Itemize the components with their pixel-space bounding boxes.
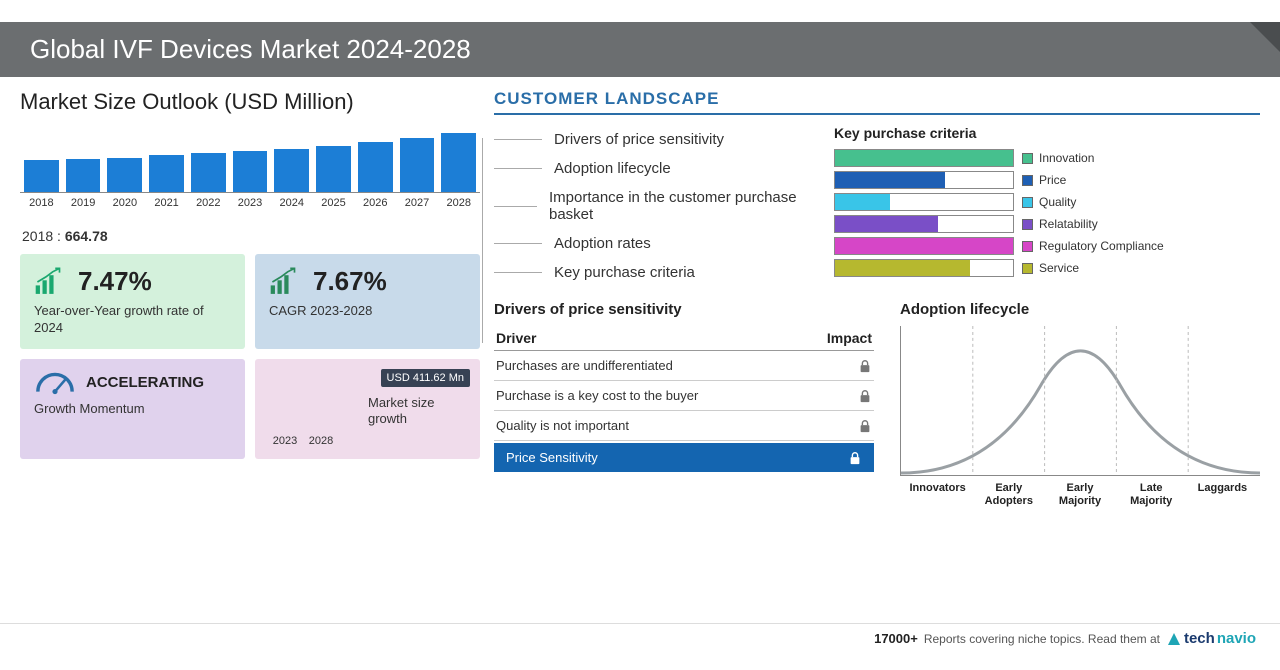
page-title: Global IVF Devices Market 2024-2028 bbox=[30, 34, 471, 64]
driver-row: Quality is not important bbox=[494, 411, 874, 441]
year-label: 2027 bbox=[400, 197, 435, 209]
criteria-item: Drivers of price sensitivity bbox=[494, 125, 814, 154]
growth-label: Market size growth bbox=[368, 395, 468, 428]
outlook-bar bbox=[191, 153, 226, 192]
card-market-growth: USD 411.62 Mn Market size growth 2023 202… bbox=[255, 359, 480, 459]
driver-row: Purchases are undifferentiated bbox=[494, 351, 874, 381]
growth-badge: USD 411.62 Mn bbox=[381, 369, 470, 387]
market-size-barchart: 2018 2019 2020 2021 2022 2023 2024 2025 2026 2027… bbox=[20, 123, 480, 218]
technavio-logo: technavio bbox=[1166, 630, 1256, 647]
momentum-title: ACCELERATING bbox=[86, 374, 204, 391]
adoption-stage-label: LateMajority bbox=[1116, 482, 1187, 508]
drivers-title: Drivers of price sensitivity bbox=[494, 301, 874, 318]
outlook-bar bbox=[441, 133, 476, 192]
adoption-stage-label: Innovators bbox=[902, 482, 973, 508]
year-label: 2028 bbox=[441, 197, 476, 209]
report-count: 17000+ bbox=[874, 631, 918, 646]
drivers-table-head: Driver Impact bbox=[494, 326, 874, 351]
growth-icon bbox=[269, 267, 303, 297]
adoption-title: Adoption lifecycle bbox=[900, 301, 1260, 318]
criteria-item: Adoption rates bbox=[494, 229, 814, 258]
year-label: 2024 bbox=[274, 197, 309, 209]
outlook-bar bbox=[233, 151, 268, 192]
criteria-item: Key purchase criteria bbox=[494, 258, 814, 287]
driver-row: Purchase is a key cost to the buyer bbox=[494, 381, 874, 411]
card-yoy-growth: 7.47% Year-over-Year growth rate of 2024 bbox=[20, 254, 245, 349]
kpc-row: Regulatory Compliance bbox=[834, 237, 1260, 255]
cagr-label: CAGR 2023-2028 bbox=[269, 303, 466, 320]
year-label: 2026 bbox=[358, 197, 393, 209]
outlook-bar bbox=[358, 142, 393, 192]
footer: 17000+ Reports covering niche topics. Re… bbox=[0, 623, 1280, 653]
outlook-bar bbox=[149, 155, 184, 192]
outlook-bar bbox=[107, 158, 142, 193]
criteria-list: Drivers of price sensitivityAdoption lif… bbox=[494, 125, 814, 287]
yoy-value: 7.47% bbox=[78, 266, 152, 297]
footer-text: Reports covering niche topics. Read them… bbox=[924, 632, 1160, 646]
criteria-item: Importance in the customer purchase bask… bbox=[494, 183, 814, 229]
growth-bar: 2028 bbox=[309, 367, 333, 447]
adoption-curve bbox=[900, 326, 1260, 476]
lock-icon bbox=[858, 419, 872, 433]
year-label: 2018 bbox=[24, 197, 59, 209]
adoption-stage-label: EarlyMajority bbox=[1044, 482, 1115, 508]
outlook-title: Market Size Outlook (USD Million) bbox=[20, 89, 480, 115]
year-label: 2020 bbox=[107, 197, 142, 209]
lock-icon bbox=[858, 359, 872, 373]
kpc-row: Quality bbox=[834, 193, 1260, 211]
momentum-label: Growth Momentum bbox=[34, 401, 231, 418]
outlook-bar bbox=[274, 149, 309, 192]
adoption-stage-label: Laggards bbox=[1187, 482, 1258, 508]
corner-fold bbox=[1250, 22, 1280, 52]
customer-landscape-title: CUSTOMER LANDSCAPE bbox=[494, 89, 1260, 115]
growth-icon bbox=[34, 267, 68, 297]
outlook-bar bbox=[24, 160, 59, 192]
year-label: 2023 bbox=[233, 197, 268, 209]
lock-icon bbox=[858, 389, 872, 403]
price-sensitivity-bar: Price Sensitivity bbox=[494, 443, 874, 472]
card-cagr: 7.67% CAGR 2023-2028 bbox=[255, 254, 480, 349]
lock-icon bbox=[848, 451, 862, 465]
base-year-value: 2018 : 664.78 bbox=[22, 228, 480, 244]
cagr-value: 7.67% bbox=[313, 266, 387, 297]
outlook-bar bbox=[400, 138, 435, 192]
yoy-label: Year-over-Year growth rate of 2024 bbox=[34, 303, 231, 337]
adoption-stage-label: EarlyAdopters bbox=[973, 482, 1044, 508]
logo-icon bbox=[1166, 631, 1182, 647]
kpc-title: Key purchase criteria bbox=[834, 125, 1260, 141]
outlook-bar bbox=[66, 159, 101, 192]
year-label: 2021 bbox=[149, 197, 184, 209]
kpc-row: Innovation bbox=[834, 149, 1260, 167]
criteria-item: Adoption lifecycle bbox=[494, 154, 814, 183]
growth-bar: 2023 bbox=[273, 395, 297, 447]
year-label: 2025 bbox=[316, 197, 351, 209]
outlook-bar bbox=[316, 146, 351, 192]
page-header: Global IVF Devices Market 2024-2028 bbox=[0, 22, 1280, 77]
year-label: 2019 bbox=[66, 197, 101, 209]
gauge-icon bbox=[34, 371, 76, 395]
card-momentum: ACCELERATING Growth Momentum bbox=[20, 359, 245, 459]
kpc-row: Price bbox=[834, 171, 1260, 189]
kpc-row: Relatability bbox=[834, 215, 1260, 233]
kpc-row: Service bbox=[834, 259, 1260, 277]
year-label: 2022 bbox=[191, 197, 226, 209]
